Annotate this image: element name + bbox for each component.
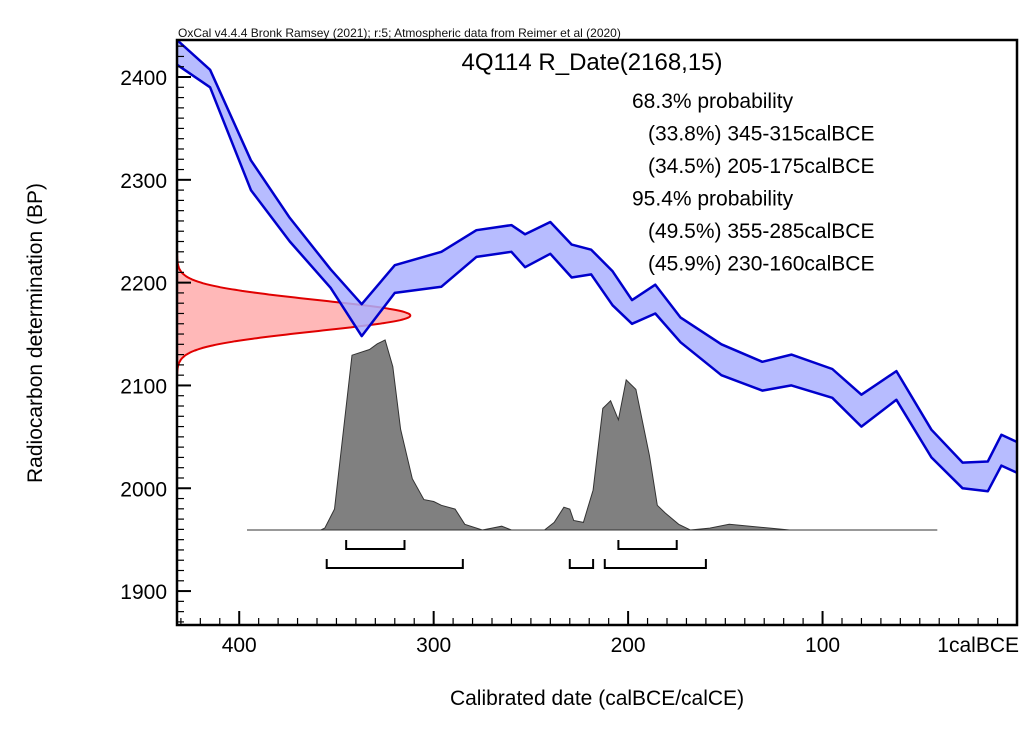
software-credit: OxCal v4.4.4 Bronk Ramsey (2021); r:5; A… xyxy=(178,26,621,40)
plot-area xyxy=(177,40,1017,569)
posterior-distribution xyxy=(247,339,938,531)
x-tick-label: 200 xyxy=(611,634,646,657)
range-bracket-68 xyxy=(617,540,678,550)
legend-line: 95.4% probability xyxy=(632,188,794,211)
calibration-curve-upper xyxy=(177,40,1017,464)
range-bracket-95 xyxy=(325,559,464,569)
legend-line: (33.8%) 345-315calBCE xyxy=(648,123,874,146)
y-tick-label: 2300 xyxy=(120,170,167,193)
legend-line: 68.3% probability xyxy=(632,90,794,113)
calibration-curve-band xyxy=(177,40,1017,492)
y-tick-label: 2400 xyxy=(120,67,167,90)
legend: 68.3% probability (33.8%) 345-315calBCE (3… xyxy=(632,90,874,276)
y-tick-label: 2200 xyxy=(120,273,167,296)
y-tick-label: 2000 xyxy=(120,478,167,501)
radiocarbon-date-fill xyxy=(177,250,411,381)
chart-title: 4Q114 R_Date(2168,15) xyxy=(461,49,722,76)
legend-line: (34.5%) 205-175calBCE xyxy=(648,155,874,178)
calibration-curve-lower xyxy=(177,63,1017,493)
plot-frame xyxy=(175,38,1019,627)
range-bracket-95 xyxy=(568,559,595,569)
y-tick-label: 2100 xyxy=(120,375,167,398)
y-axis-title: Radiocarbon determination (BP) xyxy=(24,183,47,483)
x-tick-label: 300 xyxy=(416,634,451,657)
range-bracket-95 xyxy=(603,559,707,569)
y-axis: 2400 2300 2200 2100 2000 1900 xyxy=(120,45,191,623)
y-tick-label: 1900 xyxy=(120,581,167,604)
range-bracket-68 xyxy=(345,540,406,550)
legend-line: (45.9%) 230-160calBCE xyxy=(648,253,874,276)
x-tick-label: 100 xyxy=(805,634,840,657)
legend-line: (49.5%) 355-285calBCE xyxy=(648,220,874,243)
x-axis-title: Calibrated date (calBCE/calCE) xyxy=(450,687,744,710)
x-tick-label: 400 xyxy=(222,634,257,657)
x-axis: 400 300 200 100 1calBCE xyxy=(180,611,1019,657)
x-tick-label: 1calBCE xyxy=(937,634,1019,657)
